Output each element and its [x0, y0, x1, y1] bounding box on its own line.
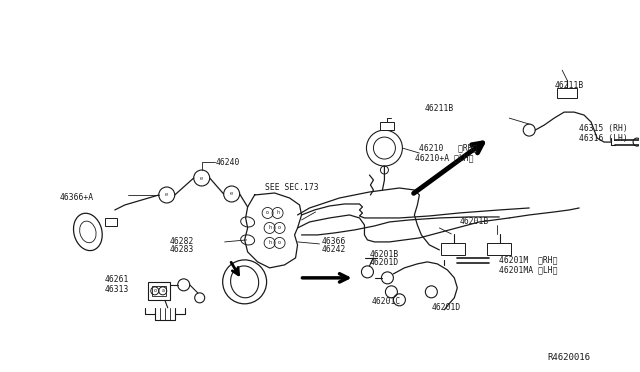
Text: 46242: 46242	[321, 246, 346, 254]
Bar	[152, 286, 166, 296]
Text: 46315 (RH): 46315 (RH)	[579, 124, 628, 132]
Text: e: e	[165, 192, 168, 198]
Text: 46240: 46240	[216, 157, 240, 167]
Text: 46201C: 46201C	[371, 297, 401, 306]
Text: SEE SEC.173: SEE SEC.173	[264, 183, 318, 192]
Text: 46283: 46283	[170, 246, 194, 254]
Text: 46210+A 〈LH〉: 46210+A 〈LH〉	[415, 154, 474, 163]
Text: h: h	[268, 225, 271, 230]
Text: o: o	[278, 240, 281, 246]
Text: 46282: 46282	[170, 237, 194, 246]
Text: 46201D: 46201D	[369, 259, 399, 267]
Bar	[148, 282, 170, 300]
Bar	[442, 243, 465, 255]
Bar	[105, 218, 117, 226]
Text: 46316 (LH): 46316 (LH)	[579, 134, 628, 142]
Text: 46201D: 46201D	[431, 303, 461, 312]
Text: a: a	[161, 288, 164, 294]
Text: o: o	[266, 211, 269, 215]
Text: 46211B: 46211B	[554, 81, 584, 90]
Text: e: e	[230, 192, 234, 196]
Text: h: h	[276, 211, 279, 215]
Text: 46201M  〈RH〉: 46201M 〈RH〉	[499, 256, 557, 264]
Text: 46201B: 46201B	[460, 218, 488, 227]
Text: R4620016: R4620016	[547, 353, 590, 362]
Bar	[487, 243, 511, 255]
Text: 46366: 46366	[321, 237, 346, 246]
Text: 46210   〈RH〉: 46210 〈RH〉	[419, 144, 478, 153]
Text: 46261: 46261	[105, 275, 129, 284]
Text: 46366+A: 46366+A	[60, 193, 94, 202]
Text: 46201B: 46201B	[369, 250, 399, 259]
Text: e: e	[200, 176, 204, 180]
Bar	[380, 122, 394, 130]
Text: h: h	[268, 240, 271, 246]
Bar	[557, 88, 577, 98]
Text: o: o	[153, 288, 156, 294]
Text: 46201MA 〈LH〉: 46201MA 〈LH〉	[499, 265, 557, 275]
Text: 46211B: 46211B	[424, 104, 454, 113]
Text: 46313: 46313	[105, 285, 129, 294]
Polygon shape	[244, 193, 301, 268]
Text: o: o	[278, 225, 281, 230]
